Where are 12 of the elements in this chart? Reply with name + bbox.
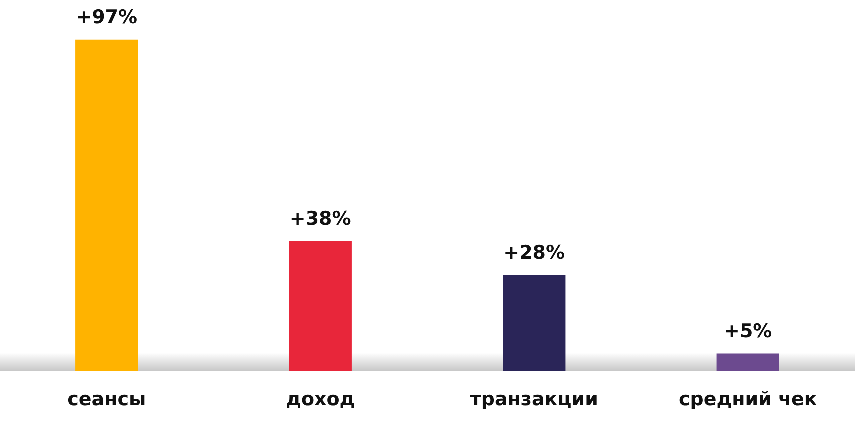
data-label: +38% <box>290 208 352 230</box>
bar <box>716 354 780 372</box>
x-tick-label: доход <box>286 388 356 411</box>
x-tick-label: транзакции <box>470 388 598 411</box>
x-tick-label: средний чек <box>678 388 818 411</box>
bar <box>289 241 352 372</box>
bar <box>76 40 138 372</box>
data-label: +5% <box>724 320 772 343</box>
bar <box>503 275 566 372</box>
data-label: +97% <box>76 6 138 29</box>
data-label: +28% <box>504 242 566 264</box>
x-tick-label: сеансы <box>68 388 146 411</box>
